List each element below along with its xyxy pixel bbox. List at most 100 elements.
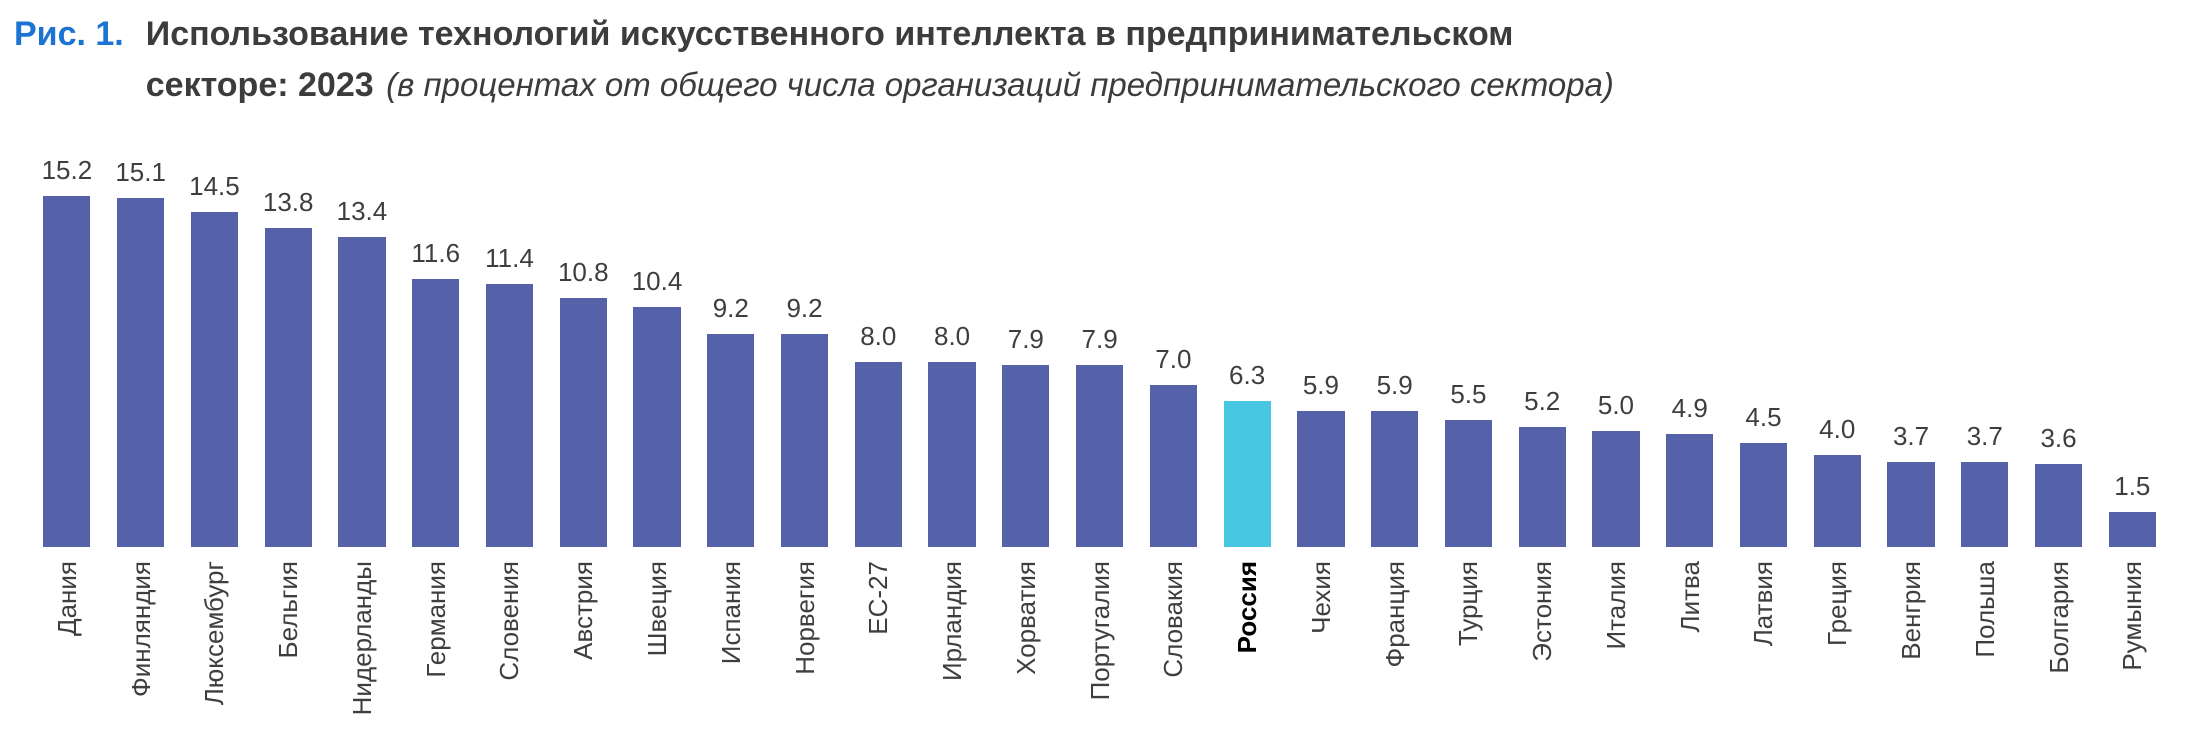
x-axis-label: Греция <box>1822 561 1853 647</box>
x-axis-label-cell: Финляндия <box>104 547 178 749</box>
bar-column: 4.9 Литва <box>1653 104 1727 749</box>
bar-column: 5.9 Чехия <box>1284 104 1358 749</box>
bar <box>117 198 165 547</box>
x-axis-label-cell: Чехия <box>1284 547 1358 749</box>
x-axis-label: Турция <box>1453 561 1484 647</box>
x-axis-label: Эстония <box>1527 561 1558 662</box>
bar-value-label: 8.0 <box>860 321 897 351</box>
x-axis-label-cell: Болгария <box>2022 547 2096 749</box>
bar <box>1076 365 1124 547</box>
bar-column: 10.8 Австрия <box>546 104 620 749</box>
bar-plot-area: 7.0 <box>1136 104 1210 547</box>
bar-plot-area: 7.9 <box>1063 104 1137 547</box>
bar-column: 8.0 Ирландия <box>915 104 989 749</box>
bar <box>1813 455 1861 547</box>
bar-value-label: 4.0 <box>1819 414 1856 444</box>
bar-value-label: 5.5 <box>1450 379 1487 409</box>
bar-value-label: 7.9 <box>1081 324 1118 354</box>
bar-column: 14.5 Люксембург <box>178 104 252 749</box>
bar-column: 5.0 Италия <box>1579 104 1653 749</box>
bar-value-label: 14.5 <box>189 171 240 201</box>
bar-plot-area: 4.9 <box>1653 104 1727 547</box>
bar-plot-area: 11.4 <box>473 104 547 547</box>
x-axis-label-cell: Норвегия <box>768 547 842 749</box>
bar-value-label: 15.1 <box>115 157 166 187</box>
x-axis-label-cell: Германия <box>399 547 473 749</box>
x-axis-label-cell: Швеция <box>620 547 694 749</box>
bar-plot-area: 6.3 <box>1210 104 1284 547</box>
x-axis-label-cell: Италия <box>1579 547 1653 749</box>
bar <box>190 212 239 547</box>
bar <box>1666 434 1714 547</box>
x-axis-label-cell: Хорватия <box>989 547 1063 749</box>
bar-value-label: 11.4 <box>485 243 534 273</box>
bar-value-label: 3.7 <box>1892 421 1930 451</box>
bar-plot-area: 10.8 <box>546 104 620 547</box>
x-axis-label: Румыния <box>2117 561 2148 671</box>
bar-plot-area: 5.9 <box>1358 104 1432 547</box>
bar-highlighted <box>1223 401 1271 547</box>
bar-value-label: 13.8 <box>262 187 314 217</box>
bar-column: 13.8 Бельгия <box>251 104 325 749</box>
bar-plot-area: 10.4 <box>620 104 694 547</box>
bar-value-label: 10.8 <box>557 257 609 287</box>
bar <box>43 196 91 547</box>
x-axis-label-cell: Франция <box>1358 547 1432 749</box>
bar <box>1887 462 1935 547</box>
bar-column: 3.7 Венгрия <box>1874 104 1948 749</box>
x-axis-label: Словения <box>494 561 525 681</box>
x-axis-label: Литва <box>1674 561 1705 633</box>
bar-column: 10.4 Швеция <box>620 104 694 749</box>
bar-column: 15.1 Финляндия <box>104 104 178 749</box>
bar-plot-area: 9.2 <box>694 104 768 547</box>
bar <box>2034 464 2083 547</box>
bar-value-label: 13.4 <box>336 196 388 226</box>
bar <box>485 284 534 547</box>
x-axis-label: Австрия <box>568 561 599 660</box>
bar-value-label: 15.2 <box>41 155 93 185</box>
bar-value-label: 6.3 <box>1229 360 1266 390</box>
x-axis-label-cell: Румыния <box>2095 547 2169 749</box>
bar-plot-area: 9.2 <box>768 104 842 547</box>
x-axis-label: Чехия <box>1305 561 1336 634</box>
bar-value-label: 7.9 <box>1007 324 1044 354</box>
x-axis-label-cell: ЕС-27 <box>841 547 915 749</box>
x-axis-label: Люксембург <box>199 561 230 706</box>
bar <box>1297 411 1345 547</box>
bar-value-label: 3.7 <box>1966 421 2003 451</box>
bar-value-label: 5.2 <box>1524 386 1561 416</box>
x-axis-label-cell: Литва <box>1653 547 1727 749</box>
bar-column: 7.9 Португалия <box>1063 104 1137 749</box>
bar-value-label: 4.5 <box>1745 402 1782 432</box>
x-axis-label-cell: Латвия <box>1727 547 1801 749</box>
bar-column: 11.4 Словения <box>473 104 547 749</box>
bar-column: 1.5 Румыния <box>2095 104 2169 749</box>
bar-value-label: 5.0 <box>1597 390 1635 420</box>
bar <box>1961 462 2009 547</box>
title-block: Использование технологий искусственного … <box>146 12 1616 114</box>
x-axis-label-cell: Словения <box>473 547 547 749</box>
bar-value-label: 11.6 <box>411 238 461 268</box>
x-axis-label-cell: Эстония <box>1505 547 1579 749</box>
bar-plot-area: 5.5 <box>1432 104 1506 547</box>
bar-column: 4.0 Греция <box>1800 104 1874 749</box>
x-axis-label: Болгария <box>2043 561 2074 674</box>
bar-column: 13.4 Нидерланды <box>325 104 399 749</box>
bar-plot-area: 13.4 <box>325 104 399 547</box>
x-axis-label-cell: Дания <box>30 547 104 749</box>
bar <box>412 279 460 547</box>
x-axis-label: Польша <box>1969 561 2000 658</box>
bar-plot-area: 5.2 <box>1505 104 1579 547</box>
x-axis-label: Россия <box>1232 561 1263 654</box>
bar <box>854 362 902 547</box>
bar-plot-area: 3.7 <box>1874 104 1948 547</box>
x-axis-label: Нидерланды <box>346 561 377 716</box>
x-axis-label: Португалия <box>1084 561 1115 701</box>
x-axis-label: Хорватия <box>1010 561 1041 675</box>
x-axis-label-cell: Бельгия <box>251 547 325 749</box>
bar-plot-area: 4.5 <box>1727 104 1801 547</box>
bar-value-label: 9.2 <box>712 293 749 323</box>
bar-column: 3.7 Польша <box>1948 104 2022 749</box>
x-axis-label: Италия <box>1600 561 1631 650</box>
x-axis-label: Латвия <box>1748 561 1779 647</box>
